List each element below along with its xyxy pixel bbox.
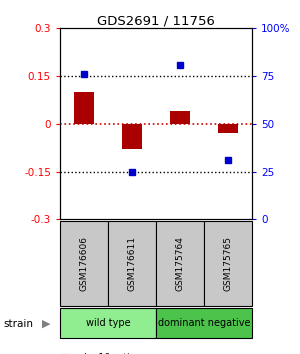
Bar [170, 111, 190, 124]
Text: wild type: wild type [86, 318, 130, 328]
Bar [156, 308, 252, 338]
Text: dominant negative: dominant negative [158, 318, 250, 328]
Text: ▶: ▶ [42, 319, 50, 329]
Bar [74, 92, 94, 124]
Bar [204, 221, 252, 306]
Bar [156, 221, 204, 306]
Text: ■: ■ [60, 353, 70, 354]
Text: GSM175764: GSM175764 [176, 236, 184, 291]
Bar [60, 308, 156, 338]
Bar [60, 221, 108, 306]
Text: strain: strain [3, 319, 33, 329]
Text: GSM175765: GSM175765 [224, 236, 232, 291]
Text: GSM176606: GSM176606 [80, 236, 88, 291]
Text: GSM176611: GSM176611 [128, 236, 136, 291]
Bar [218, 124, 238, 133]
Bar [122, 124, 142, 149]
Title: GDS2691 / 11756: GDS2691 / 11756 [97, 14, 215, 27]
Text: log10 ratio: log10 ratio [84, 353, 135, 354]
Bar [108, 221, 156, 306]
